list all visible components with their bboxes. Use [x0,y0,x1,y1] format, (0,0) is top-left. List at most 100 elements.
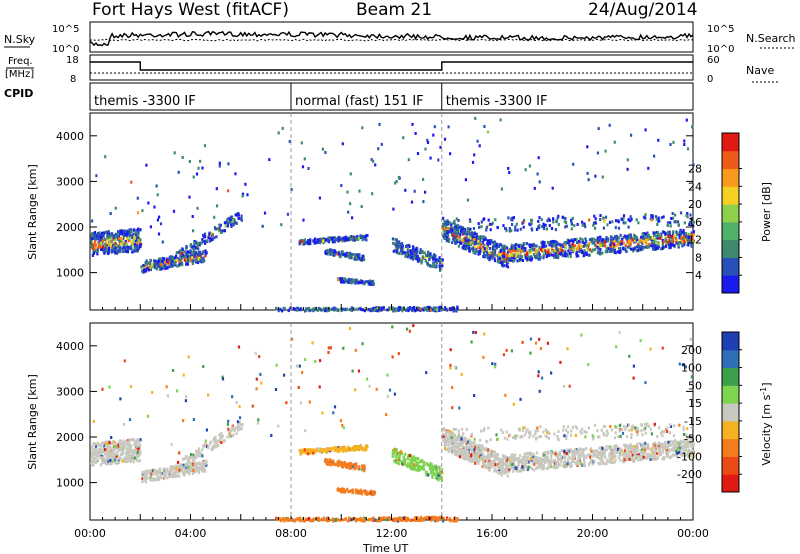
echo-cell [156,469,159,473]
echo-cell [499,249,502,253]
echo-cell [376,309,379,313]
echo-cell [553,248,556,252]
echo-cell [477,235,480,239]
echo-cell [454,242,457,245]
echo-cell [378,122,381,126]
echo-cell [362,281,365,285]
echo-cell [409,519,412,522]
echo-cell [620,217,623,221]
echo-cell [571,216,574,220]
echo-cell [471,247,474,251]
echo-cell [392,309,395,313]
echo-cell [341,490,344,494]
echo-cell [202,233,205,237]
echo-cell [614,219,618,223]
echo-cell [691,233,694,237]
echo-cell [685,214,688,217]
echo-cell [217,444,220,448]
echo-cell [596,151,599,155]
echo-cell [135,458,138,462]
echo-cell [214,227,217,231]
echo-cell [633,237,636,241]
echo-cell [318,196,321,200]
echo-cell [191,461,194,465]
echo-cell [452,237,455,241]
echo-cell [400,243,403,246]
echo-cell [342,280,346,284]
echo-cell [666,231,670,235]
echo-cell [524,249,527,253]
echo-cell [339,518,342,522]
echo-cell [476,235,479,239]
echo-cell [614,235,617,239]
echo-cell [614,246,617,249]
echo-cell [450,228,454,232]
echo-cell [679,239,683,242]
echo-cell [672,140,675,144]
echo-cell [531,244,534,248]
echo-cell [104,238,107,242]
echo-cell [505,229,508,233]
echo-cell [451,233,454,237]
echo-cell [466,227,470,230]
echo-cell [408,306,411,310]
echo-cell [102,449,106,453]
echo-cell [315,241,318,245]
echo-cell [357,307,361,311]
echo-cell [492,246,495,250]
echo-cell [449,221,452,225]
echo-cell [307,167,310,170]
echo-cell [523,242,526,246]
echo-cell [333,253,336,257]
echo-cell [673,243,676,247]
echo-cell [170,472,173,476]
echo-cell [324,238,328,242]
echo-cell [125,236,128,240]
echo-cell [276,517,279,521]
echo-cell [201,259,204,263]
echo-cell [531,248,534,252]
echo-cell [382,516,385,520]
echo-cell [601,251,604,255]
echo-cell [580,249,583,253]
echo-cell [92,252,95,255]
echo-cell [195,456,198,460]
echo-cell [477,241,480,245]
echo-cell [157,265,160,268]
echo-cell [231,434,234,438]
echo-cell [582,244,585,248]
echo-cell [552,217,555,221]
echo-cell [189,249,192,253]
echo-cell [124,245,127,249]
echo-cell [224,224,227,228]
echo-cell [491,464,494,468]
echo-cell [446,234,450,238]
echo-cell [105,450,108,454]
echo-cell [415,468,418,472]
echo-cell [338,237,341,241]
echo-cell [627,239,631,243]
echo-cell [353,278,356,282]
echo-cell [144,480,147,484]
echo-cell [651,247,655,251]
echo-cell [399,242,402,246]
beam-label: Beam 21 [356,0,432,20]
echo-cell [667,235,670,238]
echo-cell [321,448,324,451]
echo-cell [442,216,445,220]
echo-cell [345,251,348,255]
echo-cell [637,248,640,252]
echo-cell [163,476,166,480]
echo-cell [622,241,625,245]
echo-cell [129,460,132,464]
echo-cell [312,239,315,243]
echo-cell [309,450,312,454]
echo-cell [159,265,162,269]
echo-cell [614,226,617,230]
echo-cell [619,249,622,253]
echo-cell [411,252,414,255]
echo-cell [503,264,506,267]
echo-cell [476,448,479,452]
echo-cell [623,248,626,252]
echo-cell [500,261,504,265]
